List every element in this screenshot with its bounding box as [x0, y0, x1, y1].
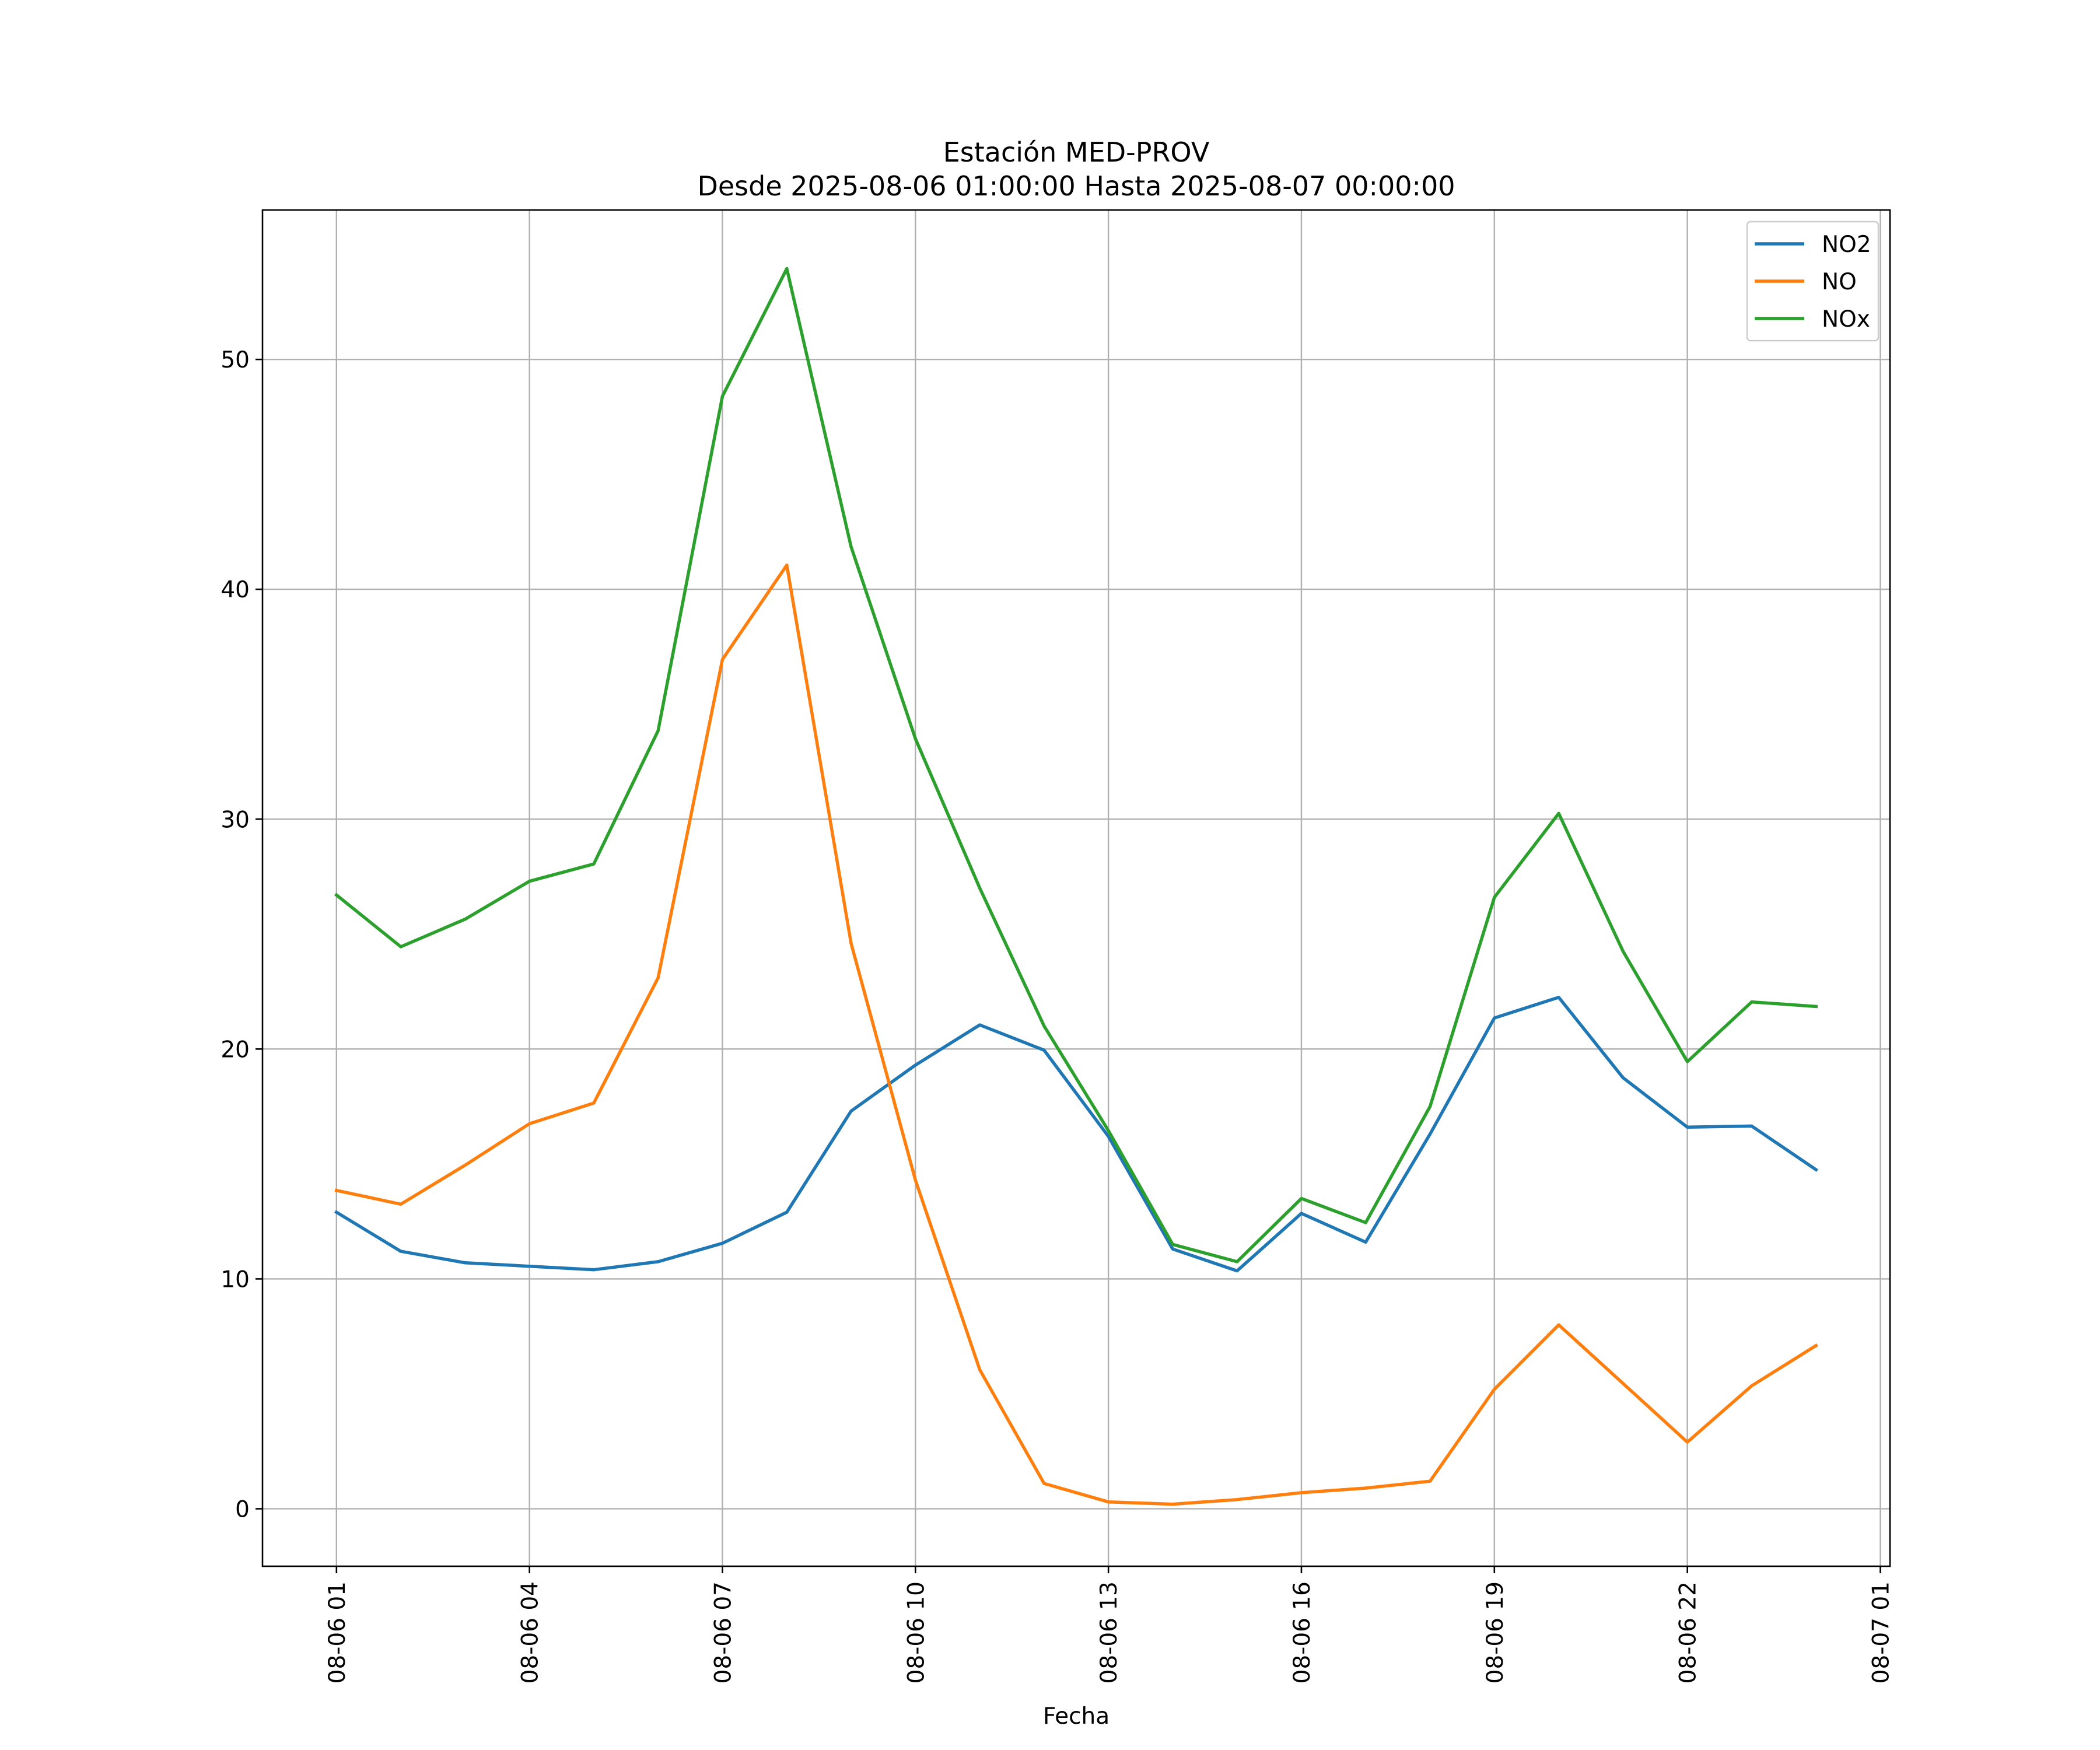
x-tick-label: 08-07 01 — [1868, 1581, 1894, 1684]
x-tick-label: 08-06 04 — [517, 1581, 544, 1684]
y-tick-label: 20 — [220, 1037, 250, 1063]
legend-label-nox: NOx — [1822, 306, 1870, 332]
y-tick-label: 30 — [220, 807, 250, 833]
x-tick-label: 08-06 22 — [1675, 1581, 1702, 1684]
legend-label-no: NO — [1822, 269, 1857, 295]
series-layer — [334, 267, 1819, 1506]
y-tick-label: 50 — [220, 347, 250, 373]
y-tick-label: 0 — [235, 1496, 250, 1522]
ticks-layer: 0 10 20 30 40 50 08-06 01 08-06 04 08-06 07 08-06… — [220, 347, 1894, 1684]
legend-box — [1746, 220, 1880, 342]
y-tick-label: 40 — [220, 577, 250, 603]
grid-layer — [262, 210, 1890, 1566]
chart-title: Estación MED-PROV — [943, 136, 1210, 168]
legend-label-no2: NO2 — [1822, 232, 1871, 258]
series-line-nox — [334, 267, 1818, 1264]
x-tick-label: 08-06 07 — [710, 1581, 736, 1684]
x-tick-label: 08-06 13 — [1096, 1581, 1122, 1684]
x-tick-label: 08-06 16 — [1289, 1581, 1315, 1684]
x-tick-label: 08-06 10 — [903, 1581, 929, 1684]
y-tick-label: 10 — [220, 1266, 250, 1293]
x-axis-label: Fecha — [1043, 1703, 1110, 1730]
plot-frame — [261, 209, 1891, 1567]
chart-subtitle: Desde 2025-08-06 01:00:00 Hasta 2025-08-… — [697, 170, 1455, 202]
x-tick-label: 08-06 19 — [1482, 1581, 1508, 1684]
legend: NO2 NO NOx — [1746, 220, 1880, 342]
series-line-no — [334, 564, 1818, 1506]
series-line-no2 — [334, 995, 1819, 1273]
x-tick-label: 08-06 01 — [324, 1581, 351, 1684]
